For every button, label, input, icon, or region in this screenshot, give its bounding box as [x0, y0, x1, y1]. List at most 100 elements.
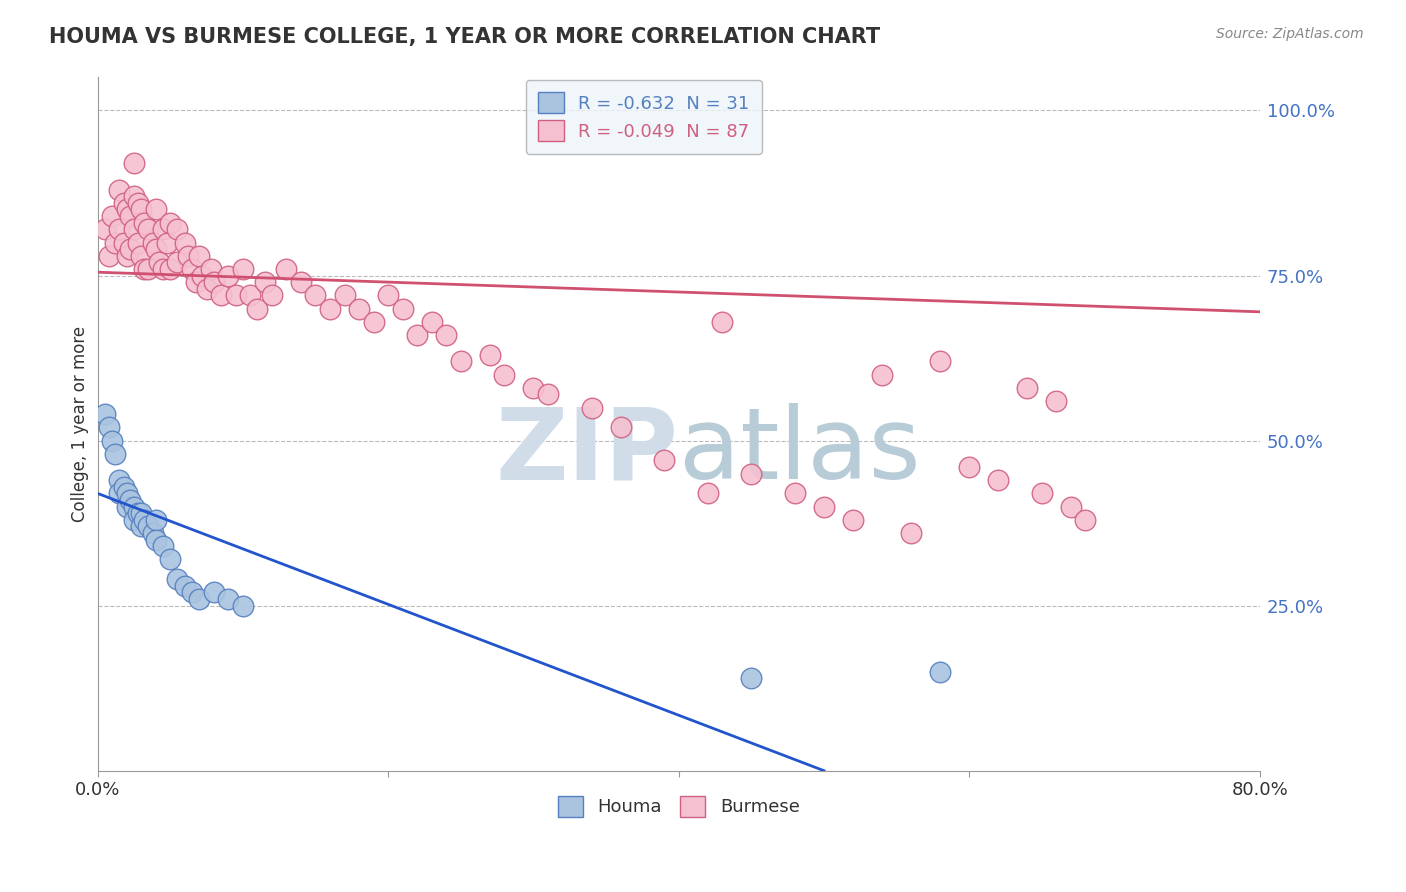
Point [181, 585, 204, 599]
Point [740, 467, 762, 481]
Point [166, 222, 188, 236]
Point [142, 235, 165, 250]
Point [181, 261, 204, 276]
Point [406, 327, 429, 342]
Point [94, 222, 117, 236]
Point [1017, 381, 1039, 395]
Point [118, 493, 141, 508]
Point [138, 261, 160, 276]
Point [145, 202, 167, 217]
Text: Source: ZipAtlas.com: Source: ZipAtlas.com [1216, 27, 1364, 41]
Point [122, 156, 145, 170]
Point [232, 261, 254, 276]
Point [391, 301, 413, 316]
Point [420, 315, 443, 329]
Point [842, 513, 865, 527]
Point [101, 209, 124, 223]
Point [115, 249, 138, 263]
Point [1060, 500, 1083, 514]
Point [537, 387, 560, 401]
Point [290, 275, 312, 289]
Point [813, 500, 835, 514]
Point [434, 327, 457, 342]
Point [783, 486, 806, 500]
Point [173, 235, 195, 250]
Point [195, 282, 218, 296]
Point [138, 222, 160, 236]
Point [122, 189, 145, 203]
Point [217, 268, 239, 283]
Point [363, 315, 385, 329]
Text: atlas: atlas [679, 403, 921, 500]
Point [94, 407, 117, 421]
Point [115, 202, 138, 217]
Point [129, 202, 152, 217]
Point [696, 486, 718, 500]
Point [652, 453, 675, 467]
Point [188, 592, 211, 607]
Point [159, 552, 181, 566]
Point [129, 506, 152, 520]
Point [108, 222, 131, 236]
Point [104, 447, 127, 461]
Point [152, 261, 174, 276]
Point [118, 242, 141, 256]
Point [152, 539, 174, 553]
Point [202, 585, 225, 599]
Point [127, 506, 149, 520]
Point [142, 526, 165, 541]
Point [987, 473, 1010, 487]
Point [319, 301, 342, 316]
Point [138, 519, 160, 533]
Point [108, 473, 131, 487]
Point [246, 301, 269, 316]
Point [104, 235, 127, 250]
Point [132, 261, 155, 276]
Point [112, 235, 135, 250]
Point [377, 288, 399, 302]
Point [166, 255, 188, 269]
Point [98, 249, 121, 263]
Point [122, 513, 145, 527]
Point [609, 420, 631, 434]
Point [191, 268, 214, 283]
Point [152, 222, 174, 236]
Point [132, 216, 155, 230]
Point [173, 579, 195, 593]
Point [132, 513, 155, 527]
Point [1074, 513, 1097, 527]
Point [304, 288, 326, 302]
Point [494, 368, 516, 382]
Point [740, 671, 762, 685]
Point [522, 381, 544, 395]
Point [478, 348, 501, 362]
Point [176, 249, 198, 263]
Point [347, 301, 370, 316]
Point [929, 665, 952, 679]
Point [232, 599, 254, 613]
Point [145, 533, 167, 547]
Point [145, 242, 167, 256]
Legend: Houma, Burmese: Houma, Burmese [551, 789, 807, 824]
Point [333, 288, 356, 302]
Point [217, 592, 239, 607]
Point [112, 480, 135, 494]
Text: HOUMA VS BURMESE COLLEGE, 1 YEAR OR MORE CORRELATION CHART: HOUMA VS BURMESE COLLEGE, 1 YEAR OR MORE… [49, 27, 880, 46]
Point [159, 216, 181, 230]
Point [127, 235, 149, 250]
Point [450, 354, 472, 368]
Point [1045, 394, 1067, 409]
Point [202, 275, 225, 289]
Point [118, 209, 141, 223]
Point [225, 288, 247, 302]
Point [1031, 486, 1053, 500]
Point [253, 275, 276, 289]
Point [101, 434, 124, 448]
Text: ZIP: ZIP [496, 403, 679, 500]
Point [115, 486, 138, 500]
Point [98, 420, 121, 434]
Point [145, 513, 167, 527]
Point [929, 354, 952, 368]
Point [209, 288, 232, 302]
Point [239, 288, 262, 302]
